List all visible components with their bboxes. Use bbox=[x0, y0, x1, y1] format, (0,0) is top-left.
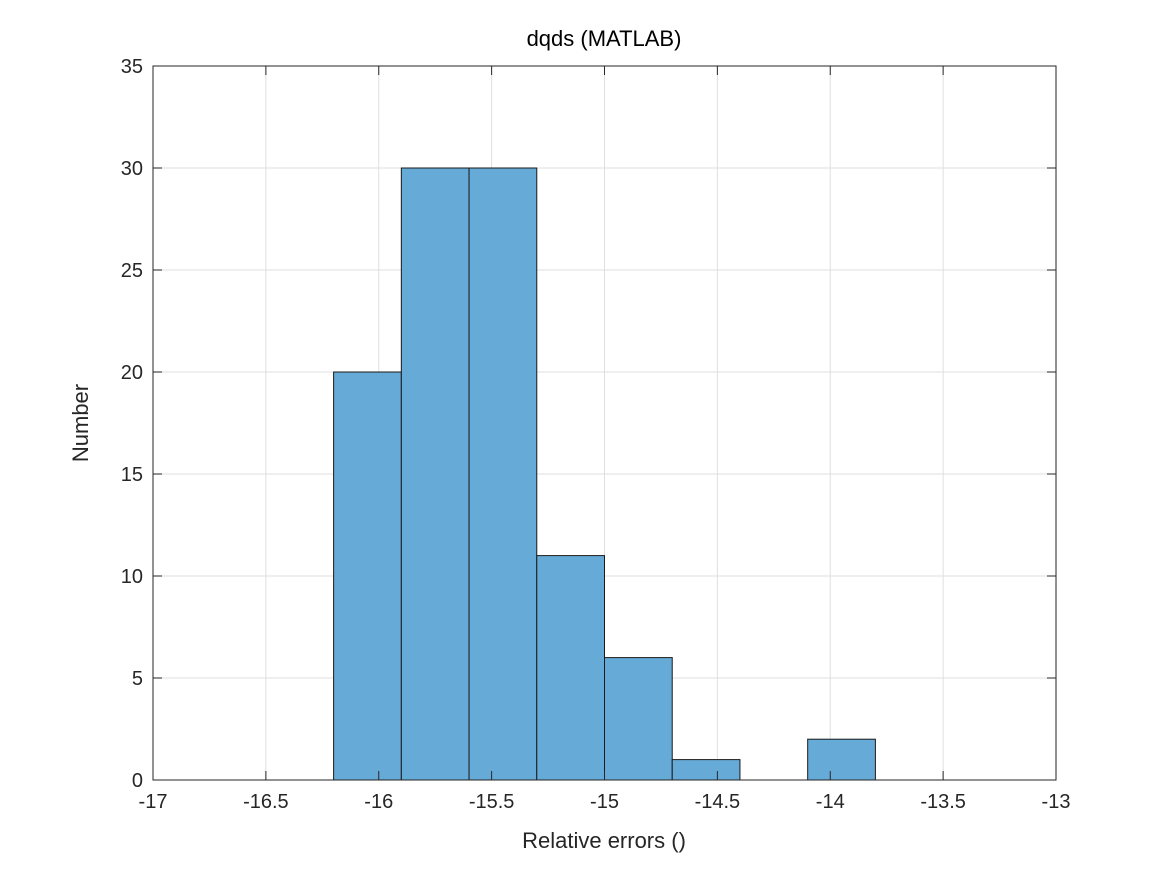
y-tick-label: 30 bbox=[121, 158, 143, 180]
y-tick-label: 35 bbox=[121, 56, 143, 78]
x-tick-label: -15.5 bbox=[469, 791, 515, 813]
x-tick-label: -13 bbox=[1042, 791, 1071, 813]
histogram-bar bbox=[536, 555, 606, 781]
histogram-bar bbox=[468, 167, 538, 781]
y-tick-label: 5 bbox=[132, 668, 143, 690]
histogram-bars bbox=[333, 167, 876, 781]
y-tick-label: 25 bbox=[121, 260, 143, 282]
histogram-bar bbox=[333, 371, 402, 781]
y-axis-title: Number bbox=[68, 384, 93, 462]
histogram-bar bbox=[671, 759, 741, 781]
histogram-bar bbox=[604, 657, 673, 781]
histogram-bar bbox=[400, 167, 470, 781]
x-tick-label: -14.5 bbox=[695, 791, 741, 813]
chart-title: dqds (MATLAB) bbox=[527, 26, 682, 51]
x-tick-label: -17 bbox=[139, 791, 168, 813]
y-tick-label: 0 bbox=[132, 770, 143, 792]
x-tick-labels: -17 -16.5 -16 -15.5 -15 -14.5 -14 -13.5 -13 bbox=[139, 791, 1071, 813]
y-tick-label: 10 bbox=[121, 566, 143, 588]
x-axis-title: Relative errors () bbox=[522, 828, 686, 853]
y-tick-label: 20 bbox=[121, 362, 143, 384]
x-tick-label: -13.5 bbox=[920, 791, 966, 813]
x-tick-label: -16.5 bbox=[243, 791, 289, 813]
x-tick-label: -14 bbox=[816, 791, 845, 813]
tick-marks bbox=[152, 65, 1057, 781]
x-tick-label: -15 bbox=[590, 791, 619, 813]
histogram-bar bbox=[807, 738, 876, 781]
y-tick-label: 15 bbox=[121, 464, 143, 486]
x-tick-label: -16 bbox=[364, 791, 393, 813]
y-tick-labels: 0 5 10 15 20 25 30 35 bbox=[121, 56, 143, 792]
